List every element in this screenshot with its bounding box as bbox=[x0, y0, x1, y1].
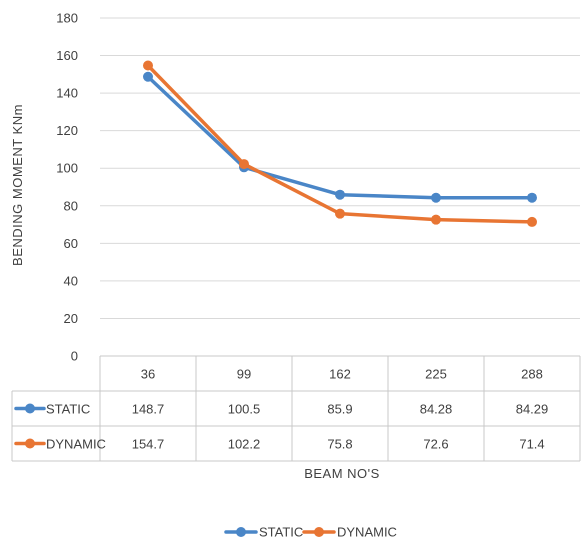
legend-key-marker bbox=[314, 527, 324, 537]
data-point bbox=[527, 192, 537, 203]
table-legend-key-marker bbox=[25, 403, 35, 414]
y-tick-label: 60 bbox=[64, 236, 78, 251]
y-tick-label: 160 bbox=[56, 48, 78, 63]
gridlines bbox=[100, 17, 580, 319]
legend-key-marker bbox=[236, 527, 246, 537]
y-axis-ticks: 0 20 40 60 80 100 120 140 160 180 bbox=[56, 11, 78, 364]
x-tick-label: 288 bbox=[521, 367, 543, 382]
series-line bbox=[146, 75, 534, 200]
data-point bbox=[143, 60, 153, 71]
y-tick-label: 100 bbox=[56, 161, 78, 176]
data-point bbox=[431, 192, 441, 203]
y-axis-title: BENDING MOMENT KNm bbox=[10, 104, 25, 266]
table-legend-key-marker bbox=[25, 438, 35, 449]
legend: STATIC DYNAMIC bbox=[224, 525, 397, 540]
series-lines bbox=[143, 60, 537, 227]
y-tick-label: 20 bbox=[64, 311, 78, 326]
table-data-label: 84.28 bbox=[420, 402, 453, 417]
data-point bbox=[239, 159, 249, 170]
data-point bbox=[527, 216, 537, 227]
data-point bbox=[431, 214, 441, 225]
y-tick-label: 120 bbox=[56, 123, 78, 138]
legend-label: DYNAMIC bbox=[337, 525, 397, 540]
y-tick-label: 80 bbox=[64, 198, 78, 213]
table-data-label: 85.9 bbox=[327, 402, 352, 417]
x-tick-label: 162 bbox=[329, 367, 351, 382]
y-tick-label: 0 bbox=[71, 349, 78, 364]
data-point bbox=[335, 189, 345, 200]
series-dynamic bbox=[143, 60, 537, 227]
table-data-label: 84.29 bbox=[516, 402, 549, 417]
table-data-label: 75.8 bbox=[327, 437, 352, 452]
table-data-label: 154.7 bbox=[132, 437, 165, 452]
table-data-label: 100.5 bbox=[228, 402, 261, 417]
y-tick-label: 180 bbox=[56, 11, 78, 26]
data-table: 36 99 162 225 288 STATIC 148.7 100.5 85.9 84.28 84… bbox=[11, 355, 581, 462]
table-data-label: 102.2 bbox=[228, 437, 261, 452]
x-tick-label: 99 bbox=[237, 367, 251, 382]
data-point bbox=[143, 71, 153, 82]
table-series-name: STATIC bbox=[46, 402, 90, 417]
data-point bbox=[335, 208, 345, 219]
table-series-name: DYNAMIC bbox=[46, 437, 106, 452]
table-data-label: 148.7 bbox=[132, 402, 165, 417]
table-data-label: 72.6 bbox=[423, 437, 448, 452]
x-tick-label: 36 bbox=[141, 367, 155, 382]
y-tick-label: 140 bbox=[56, 86, 78, 101]
series-static bbox=[143, 71, 537, 203]
x-tick-label: 225 bbox=[425, 367, 447, 382]
y-tick-label: 40 bbox=[64, 273, 78, 288]
legend-label: STATIC bbox=[259, 525, 303, 540]
table-data-label: 71.4 bbox=[519, 437, 544, 452]
x-axis-title: BEAM NO'S bbox=[304, 466, 380, 481]
